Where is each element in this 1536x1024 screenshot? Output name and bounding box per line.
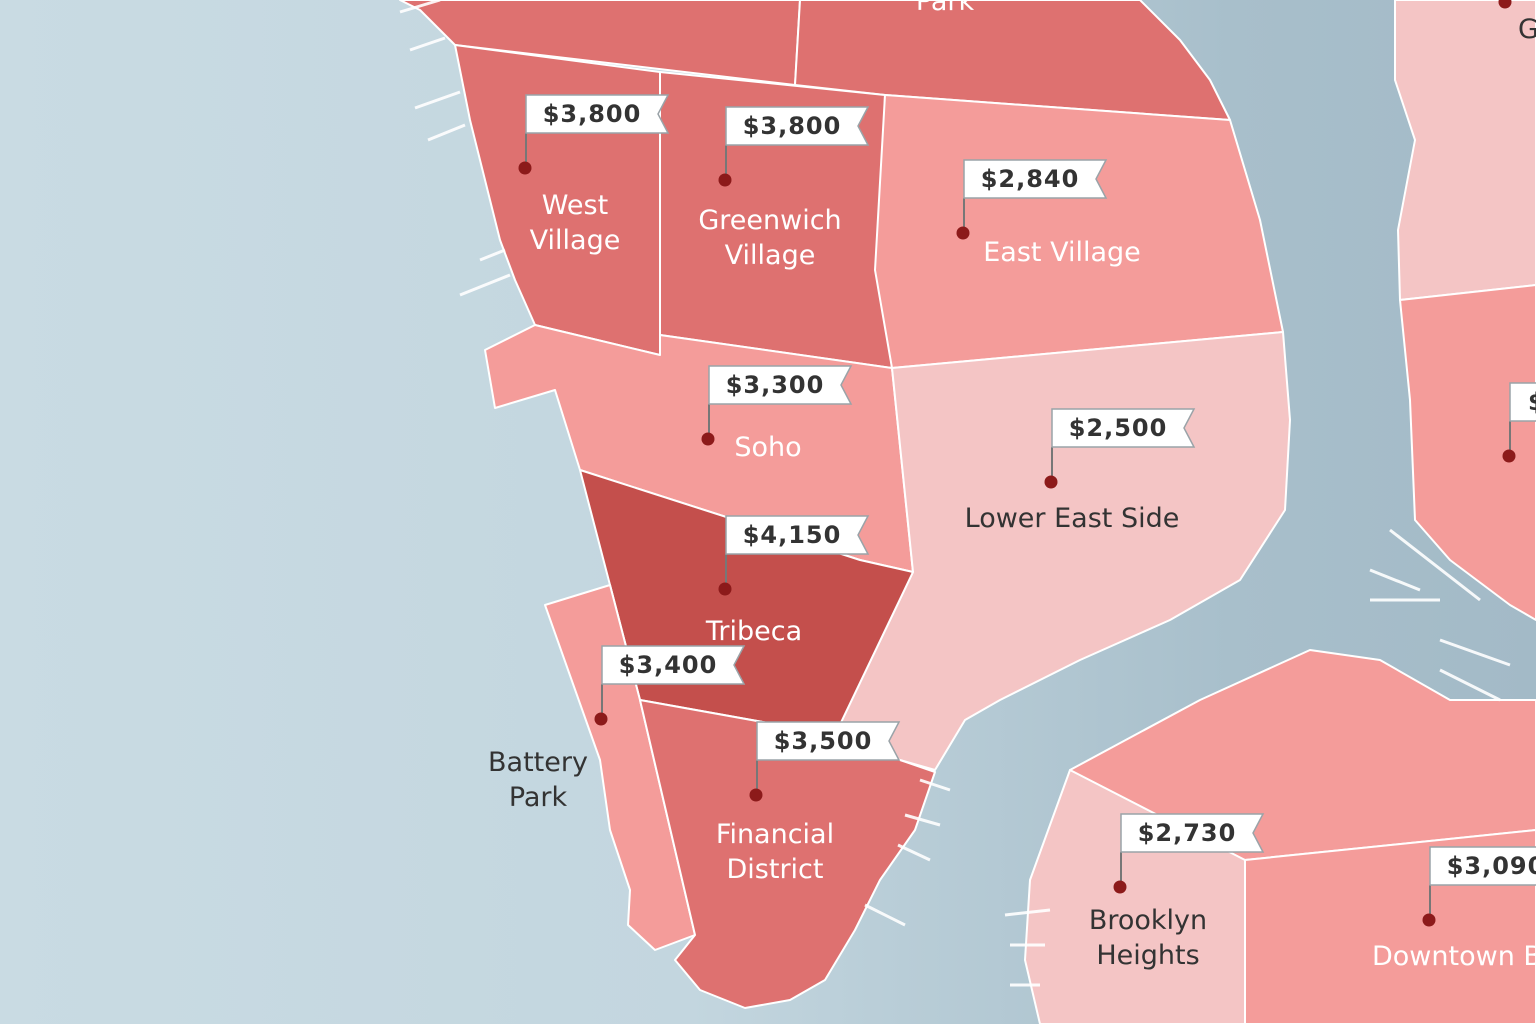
neighborhood-tribeca[interactable]: $4,150 Tribeca: [705, 515, 870, 647]
brooklyn-heights-name: Heights: [1096, 940, 1199, 971]
lower-east-side-name: Lower East Side: [965, 503, 1180, 534]
location-pin-icon: [718, 173, 732, 187]
pier: [1369, 568, 1421, 592]
location-pin-icon: [1502, 449, 1516, 463]
greenwich-village-price-flag: [725, 106, 870, 146]
west-village-price-flag: [525, 94, 670, 134]
region-queens-top[interactable]: [1394, 0, 1536, 301]
battery-park-name: Park: [509, 782, 568, 813]
neighborhood-east-village[interactable]: $2,840 East Village: [956, 159, 1141, 268]
right-price-partial: $: [1528, 388, 1536, 416]
location-pin-icon: [1113, 880, 1127, 894]
pier: [1004, 908, 1051, 917]
pier: [399, 0, 441, 14]
location-pin-icon: [594, 712, 608, 726]
location-pin-icon: [1422, 913, 1436, 927]
neighborhood-financial-district[interactable]: $3,500 Financial District: [716, 721, 901, 885]
west-village-name: Village: [530, 225, 621, 256]
neighborhood-soho[interactable]: $3,300 Soho: [701, 365, 853, 463]
greenwich-village-name: Village: [725, 240, 816, 271]
right-price-flag-partial: [1509, 382, 1536, 422]
battery-park-name: Battery: [488, 747, 588, 778]
soho-name: Soho: [734, 432, 801, 463]
location-pin-icon: [518, 161, 532, 175]
financial-district-name: District: [727, 854, 824, 885]
neighborhood-battery-park[interactable]: $3,400 Battery Park: [488, 645, 746, 813]
battery-park-price-flag: [601, 645, 746, 685]
financial-district-price: $3,500: [774, 727, 873, 755]
west-village-price: $3,800: [543, 100, 642, 128]
location-pin-icon: [1044, 475, 1058, 489]
pier: [1439, 668, 1501, 702]
top-right-label-partial: G: [1518, 14, 1536, 45]
park-label-partial: Park: [916, 0, 975, 17]
soho-price-flag: [708, 365, 853, 405]
region-battery-park[interactable]: [544, 584, 696, 951]
region-financial-district[interactable]: [639, 699, 936, 1009]
region-east-village[interactable]: [874, 94, 1284, 369]
soho-price: $3,300: [726, 371, 825, 399]
battery-park-price: $3,400: [619, 651, 718, 679]
pier: [427, 123, 466, 142]
lower-east-side-price-flag: [1051, 408, 1196, 448]
brooklyn-heights-price-flag: [1120, 813, 1265, 853]
lower-east-side-price: $2,500: [1069, 414, 1168, 442]
financial-district-name: Financial: [716, 819, 834, 850]
neighborhood-downtown-brooklyn[interactable]: $3,090 Downtown B: [1372, 846, 1536, 972]
downtown-brooklyn-price-flag: [1429, 846, 1536, 886]
pier: [904, 813, 941, 827]
pier: [1389, 528, 1481, 602]
east-village-price-flag: [963, 159, 1108, 199]
greenwich-village-price: $3,800: [743, 112, 842, 140]
region-queens-mid[interactable]: [1399, 284, 1536, 621]
location-pin-icon: [1498, 0, 1512, 9]
financial-district-price-flag: [756, 721, 901, 761]
tribeca-name: Tribeca: [705, 616, 802, 647]
pier: [919, 778, 951, 792]
east-village-name: East Village: [983, 237, 1141, 268]
tribeca-price: $4,150: [743, 521, 842, 549]
pier: [414, 90, 461, 110]
tribeca-price-flag: [725, 515, 870, 555]
east-village-price: $2,840: [981, 165, 1080, 193]
neighborhood-brooklyn-heights[interactable]: $2,730 Brooklyn Heights: [1089, 813, 1265, 971]
pier: [479, 248, 506, 262]
brooklyn-heights-price: $2,730: [1138, 819, 1237, 847]
pier: [459, 273, 511, 297]
greenwich-village-name: Greenwich: [698, 205, 841, 236]
west-village-name: West: [542, 190, 608, 221]
location-pin-icon: [718, 582, 732, 596]
location-pin-icon: [749, 788, 763, 802]
neighborhood-lower-east-side[interactable]: $2,500 Lower East Side: [965, 408, 1196, 534]
downtown-brooklyn-price: $3,090: [1447, 852, 1536, 880]
pier: [409, 36, 446, 52]
brooklyn-heights-name: Brooklyn: [1089, 905, 1207, 936]
location-pin-icon: [701, 432, 715, 446]
pier: [897, 843, 931, 862]
pier: [864, 903, 906, 927]
pier: [1439, 638, 1511, 667]
downtown-brooklyn-name: Downtown B: [1372, 941, 1536, 972]
location-pin-icon: [956, 226, 970, 240]
neighborhood-greenwich-village[interactable]: $3,800 Greenwich Village: [698, 106, 870, 271]
neighborhood-west-village[interactable]: $3,800 West Village: [518, 94, 670, 256]
